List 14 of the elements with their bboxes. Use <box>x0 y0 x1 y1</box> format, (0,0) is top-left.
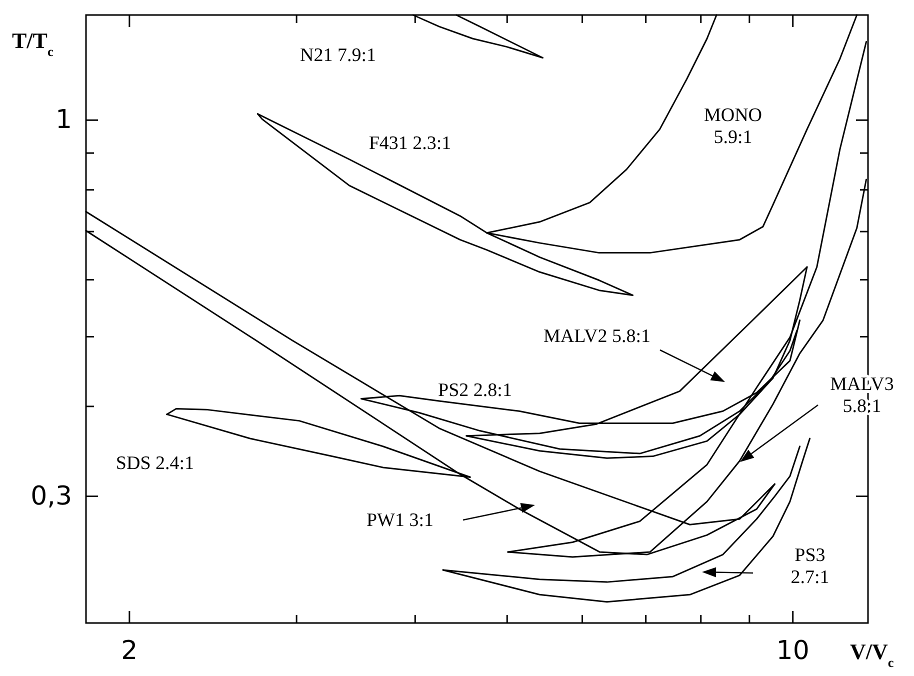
annotation: F431 2.3:1 <box>368 132 452 154</box>
annotation: PS2 2.8:1 <box>438 380 512 400</box>
x-axis-title: V/V$_{c}$ <box>850 639 894 670</box>
y-tick-label: 0,3 <box>30 481 72 512</box>
annotation: N21 7.9:1 <box>300 44 376 66</box>
annotation: PW1 3:1 <box>366 510 434 530</box>
y-axis-title: T/T$_{c}$ <box>12 28 54 58</box>
y-tick-label: 1 <box>55 105 72 136</box>
annotation: MALV2 5.8:1 <box>544 326 650 346</box>
annotation: PS3 2.7:1 <box>790 544 830 588</box>
x-tick-label: 10 <box>776 636 810 666</box>
annotation: MONO 5.9:1 <box>704 104 762 148</box>
annotation: SDS 2.4:1 <box>116 452 194 474</box>
x-tick-label: 2 <box>121 636 138 666</box>
